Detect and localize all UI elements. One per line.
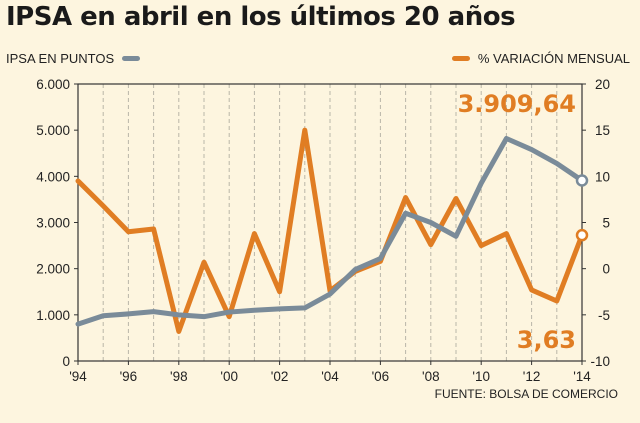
callout-variacion-value: 3,63 [517, 326, 576, 354]
legend-ipsa-label: IPSA EN PUNTOS [6, 51, 115, 66]
left-axis-tick-label: 0 [62, 354, 70, 369]
legend-variation-label: % VARIACIÓN MENSUAL [477, 51, 630, 66]
right-axis-tick-label: 0 [602, 262, 610, 277]
right-axis-tick-label: 20 [595, 77, 610, 92]
source-note: FUENTE: BOLSA DE COMERCIO [434, 387, 618, 401]
x-axis-tick-label: '98 [170, 369, 188, 384]
legend-variation-swatch [451, 56, 470, 61]
series-point-ipsa-last [575, 174, 589, 187]
series-line-ipsa [75, 135, 585, 327]
right-axis-tick-label: -5 [598, 308, 610, 323]
x-axis-tick-label: '14 [573, 369, 591, 384]
right-axis-tick-label: 15 [595, 123, 610, 138]
left-axis-tick-label: 1.000 [36, 308, 70, 323]
x-axis-tick-label: '96 [120, 369, 138, 384]
left-axis-tick-label: 2.000 [36, 262, 70, 277]
left-axis-tick-label: 4.000 [36, 169, 70, 184]
callout-ipsa-value: 3.909,64 [458, 90, 576, 118]
x-axis-tick-label: '10 [472, 369, 490, 384]
plot-frame [77, 83, 583, 362]
chart-title: IPSA en abril en los últimos 20 años [6, 2, 516, 32]
x-axis-tick-label: '94 [69, 369, 87, 384]
left-axis-tick-label: 5.000 [36, 123, 70, 138]
right-axis-tick-label: 10 [595, 169, 610, 184]
left-axis-tick-label: 3.000 [36, 216, 70, 231]
x-axis-tick-label: '08 [422, 369, 440, 384]
x-axis-tick-label: '02 [271, 369, 289, 384]
series-point-variacion-last [575, 228, 589, 242]
right-axis-tick-label: -10 [590, 354, 610, 369]
left-axis-tick-label: 6.000 [36, 77, 70, 92]
x-axis-tick-label: '00 [220, 369, 238, 384]
legend-ipsa: IPSA EN PUNTOS [6, 51, 141, 66]
x-axis-tick-label: '06 [372, 369, 390, 384]
legend-ipsa-swatch [122, 56, 141, 61]
x-axis-tick-label: '04 [321, 369, 339, 384]
right-axis-tick-label: 5 [602, 216, 610, 231]
x-axis-tick-label: '12 [523, 369, 541, 384]
legend-variation: % VARIACIÓN MENSUAL [451, 51, 630, 66]
